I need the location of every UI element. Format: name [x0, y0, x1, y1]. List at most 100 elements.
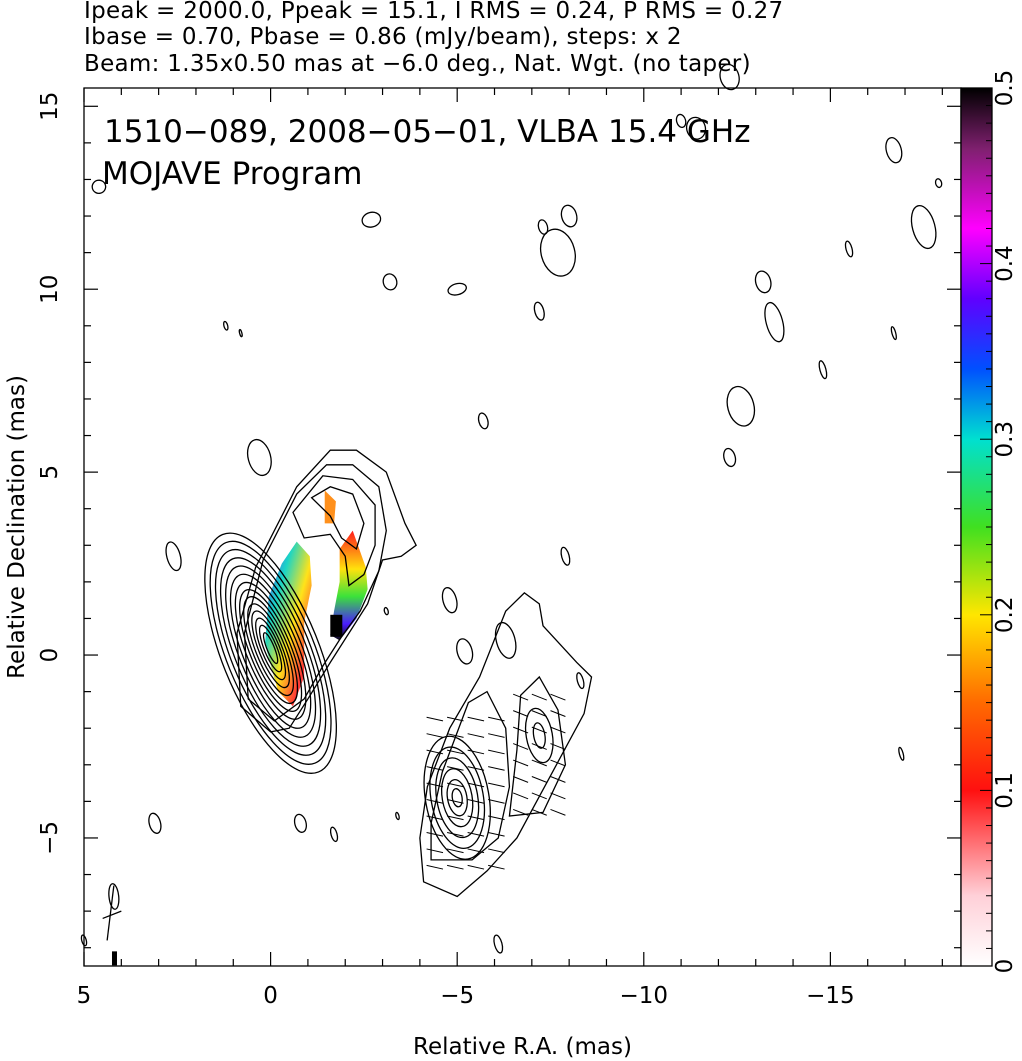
polarization-vector: [531, 743, 547, 750]
noise-contour: [447, 282, 467, 296]
noise-contour: [246, 438, 272, 477]
polarization-vector: [531, 693, 547, 701]
core-contour: [251, 610, 290, 689]
noise-contour: [223, 320, 229, 331]
southern-secondary-contour: [532, 722, 546, 749]
noise-contour: [818, 360, 828, 380]
polarization-vector: [447, 716, 464, 722]
axis-layer: 5 0 −5 −10 −15 −5 0 5 10 15 Relative R.A. (mas) Rel…: [4, 87, 962, 1060]
southern-secondary: [508, 675, 567, 817]
jet-envelope: [292, 475, 376, 587]
polarization-pixel: [111, 951, 117, 966]
noise-contour: [456, 638, 474, 665]
noise-contour: [764, 301, 785, 343]
polarization-vector: [447, 766, 464, 771]
noise-contour: [148, 812, 162, 834]
polarization-vector: [426, 766, 444, 771]
noise-contour: [80, 934, 88, 947]
polarization-vector: [467, 848, 485, 854]
colorbar-tick-label: 0.3: [992, 421, 1018, 458]
noise-contour: [898, 746, 905, 761]
southern-envelope: [419, 591, 593, 898]
polarization-vector: [531, 808, 547, 816]
core-contour: [239, 588, 303, 712]
polarization-vector: [426, 716, 444, 722]
polarization-vector: [488, 782, 505, 788]
polarization-vector: [488, 799, 505, 804]
polarization-vector: [447, 799, 464, 804]
noise-contour: [238, 328, 243, 338]
core-contour: [255, 617, 287, 681]
polarization-vector: [467, 782, 485, 788]
polarization-vector: [467, 815, 485, 821]
header-line-2: Ibase = 0.70, Pbase = 0.86 (mJy/beam), s…: [84, 24, 682, 50]
plot-title: 1510−089, 2008−05−01, VLBA 15.4 GHz: [104, 114, 750, 150]
southern-contour: [446, 778, 468, 817]
core-contour: [204, 532, 338, 774]
noise-contour: [537, 219, 549, 235]
jet-envelope: [243, 464, 387, 722]
colorbar-tick-label: 0: [992, 959, 1018, 974]
polarization-vector: [467, 716, 485, 722]
polarization-vector: [488, 831, 505, 837]
noise-contour: [382, 273, 398, 291]
southern-contour: [440, 768, 474, 828]
polarization-patches: [111, 490, 368, 966]
x-tick-label: −15: [806, 983, 855, 1009]
y-tick-label: 0: [37, 648, 63, 663]
plot-layer: [80, 63, 943, 966]
noise-contour: [934, 178, 943, 189]
noise-contour: [723, 447, 737, 468]
southern-secondary-contour: [524, 707, 554, 764]
polarization-vector: [531, 726, 547, 734]
polarization-vector: [550, 759, 566, 767]
polarization-vector: [488, 716, 505, 722]
core-contour: [234, 581, 307, 720]
polarization-vector: [467, 766, 485, 771]
x-tick-label: 0: [263, 983, 278, 1009]
core-contour: [243, 596, 299, 705]
polarization-vector: [447, 815, 464, 821]
noise-contour: [395, 811, 400, 821]
core-contour: [229, 573, 312, 729]
noise-contour: [329, 826, 339, 843]
polarization-vector: [550, 792, 566, 800]
noise-contour: [293, 813, 308, 833]
x-tick-label: −10: [620, 983, 669, 1009]
polarization-vector: [550, 726, 566, 734]
core-contour: [219, 557, 322, 747]
polarization-vector: [426, 831, 444, 837]
noise-contour: [493, 934, 504, 954]
beam-contour: [108, 883, 120, 910]
noise-contour: [685, 116, 707, 140]
polarization-vector: [512, 710, 529, 717]
colorbar: 0 0.1 0.2 0.3 0.4 0.5: [960, 70, 1018, 974]
polarization-vector: [426, 733, 444, 738]
core-contour: [258, 624, 283, 673]
polarization-vector: [512, 792, 529, 800]
polarization-vector: [550, 743, 566, 750]
y-tick-label: 15: [37, 92, 63, 121]
polarization-vector: [512, 759, 529, 767]
noise-contour: [477, 412, 489, 430]
polarization-vector: [426, 848, 444, 854]
core-contour: [262, 632, 279, 665]
noise-contour: [890, 326, 897, 341]
polarization-vector: [488, 815, 505, 821]
noise-contour: [560, 546, 571, 566]
polarization-vector: [426, 782, 444, 788]
polarization-vector: [550, 808, 566, 816]
y-tick-label: −5: [37, 821, 63, 855]
ticks: [83, 88, 961, 966]
southern-contour: [423, 735, 491, 860]
polarization-vector: [426, 799, 444, 804]
plot-subtitle: MOJAVE Program: [102, 156, 362, 192]
polarization-vector: [512, 726, 529, 734]
header-line-1: Ipeak = 2000.0, Ppeak = 15.1, I RMS = 0.…: [84, 0, 784, 24]
polarization-pixel: [330, 614, 343, 637]
y-tick-label: 10: [37, 275, 63, 304]
noise-contour: [539, 228, 576, 277]
plot-frame: [83, 87, 962, 967]
polarization-vector: [488, 749, 505, 755]
